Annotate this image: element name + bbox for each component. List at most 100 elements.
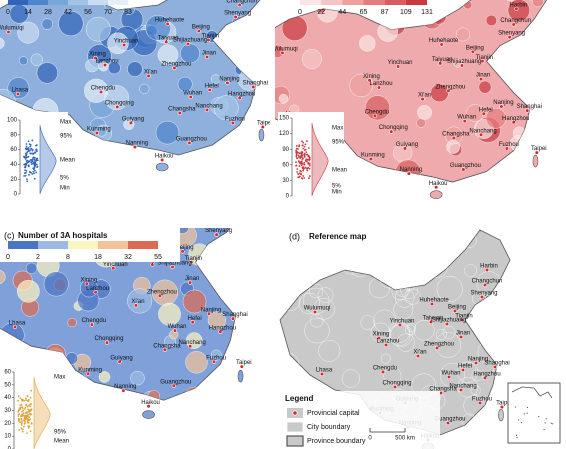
city-label: Xining [80,277,97,283]
capital-marker [239,364,244,369]
inset-point [295,149,298,152]
city-label: Chongqing [94,336,123,342]
inset-point [308,162,311,165]
map-cell [275,0,289,20]
capital-marker [260,124,265,130]
map-cell [278,93,289,104]
inset-point [19,421,22,424]
capital-marker [446,374,452,380]
inset-point [297,173,299,176]
capital-marker [94,130,99,136]
colorbar-segment [405,0,427,5]
inset-point [19,404,21,407]
colorbar-tick-label: 56 [84,9,92,16]
capital-marker [367,78,372,83]
city-label: Xining [373,332,390,338]
map-cell [418,263,436,281]
map-cell [413,319,435,341]
inset-point [30,408,33,411]
city-label: Shenyang [205,228,232,234]
capital-marker [499,104,504,109]
map-cell [250,9,269,27]
inset-point [300,177,303,180]
inset-island [526,412,528,414]
inset-point [298,165,301,167]
capital-marker [157,293,162,298]
map-cell [439,362,465,388]
map-cell [528,35,548,61]
map-cell [529,56,548,81]
inset-point [31,139,34,142]
colorbar-tick-label: 2 [36,254,40,261]
inset-point [31,157,34,160]
city-label: Shenyang [224,11,251,17]
inset-point [295,153,298,156]
city-label: Jinan [202,51,216,57]
inset-point [302,141,305,144]
inset-point [26,394,29,397]
inset-stat-label: 95% [60,134,73,140]
inset-point [22,412,25,415]
capital-marker [237,95,242,101]
colorbar-tick-label: 0 [6,9,10,16]
inset-point [26,421,29,424]
inset-tick-label: 30 [282,178,289,184]
map-cell [457,376,479,398]
map-cell [275,8,278,23]
inset-point [21,420,23,423]
capital-marker [389,129,394,134]
map-cell [533,24,545,36]
map-cell [225,136,252,155]
colorbar-tick-label: 14 [24,9,32,16]
map-cell [207,311,226,330]
inset-point [36,166,38,168]
city-label: Chongqing [379,125,408,131]
capital-marker [196,28,201,34]
city-label: Lhasa [12,88,29,94]
scale-label: 500 km [395,436,415,442]
inset-point [27,400,30,403]
capital-marker [482,375,488,381]
inset-point [26,405,29,408]
map-cell [210,349,222,361]
capital-marker [439,42,444,47]
inset-island [523,413,525,415]
capital-marker [221,200,225,204]
map-cell [436,275,463,302]
inset-point [31,160,34,163]
capital-marker [507,35,512,40]
capital-marker [462,119,467,124]
city-label: Wuhan [457,115,476,121]
inset-point [23,415,26,418]
capital-marker [460,367,466,373]
city-label: Shanghai [243,81,268,87]
inset-point [29,430,32,433]
city-label: Nanjing [493,100,513,106]
inset-point [24,152,27,155]
capital-marker [164,39,169,45]
inset-point [22,409,25,412]
city-label: Yinchuan [388,60,413,66]
inset-point [27,173,30,176]
capital-marker [380,369,386,375]
capital-marker [499,404,505,410]
city-label: Jinan [456,331,470,337]
inset-point [25,399,28,402]
inset-tick-label: 100 [7,118,18,124]
inset-point [29,396,32,399]
capital-marker [461,167,466,172]
city-label: Chengdu [373,366,397,372]
city-label: Tianjin [202,34,219,40]
city-label: Changsha [168,107,196,113]
inset-point [25,156,28,159]
map-cell [58,10,84,37]
map-cell [404,288,421,305]
city-label: Changchun [207,214,238,220]
capital-marker [280,50,285,56]
city-label: Huhehaote [419,298,449,304]
capital-marker [89,322,94,327]
inset-point [17,417,20,420]
capital-marker [111,266,116,271]
colorbar-tick-label: 18 [94,254,102,261]
capital-marker [473,360,479,366]
